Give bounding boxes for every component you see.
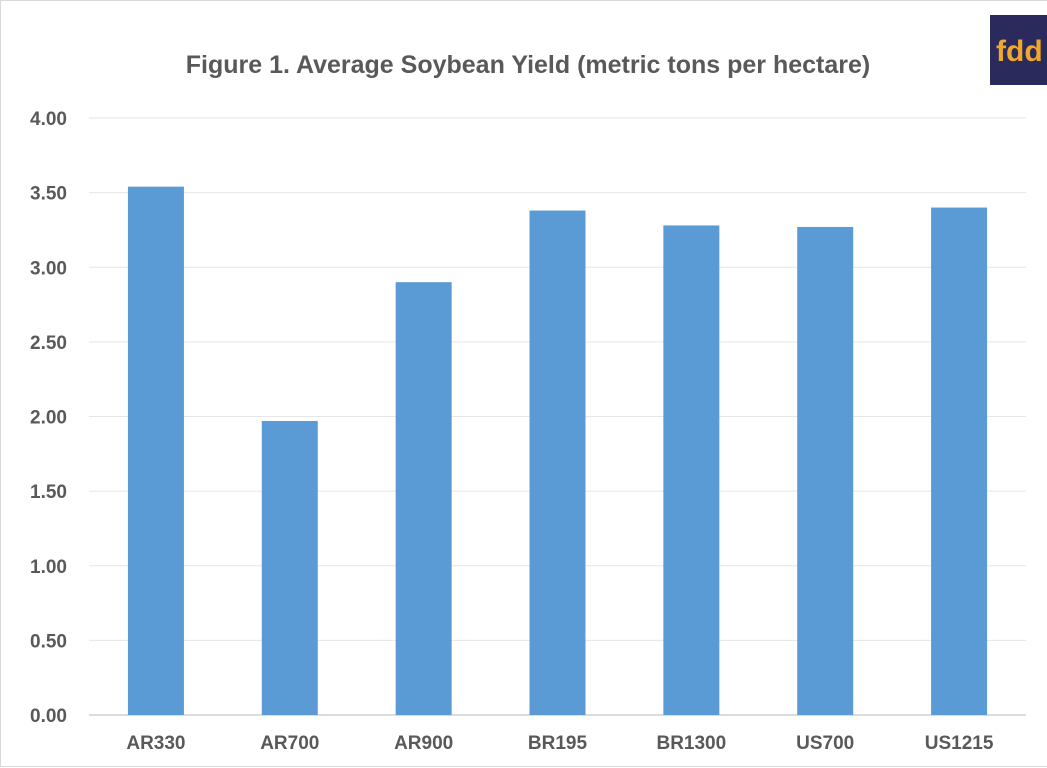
x-category-label: US700: [796, 733, 854, 754]
bar-ar700: [262, 421, 318, 715]
bar-br195: [530, 211, 586, 715]
y-tick-label: 3.00: [30, 258, 67, 279]
x-category-label: BR1300: [656, 733, 726, 754]
x-axis-categories: AR330 AR700 AR900 BR195 BR1300 US700 US1215: [126, 733, 993, 754]
bar-us700: [797, 227, 853, 715]
y-tick-label: 2.00: [30, 408, 67, 429]
bar-br1300: [663, 225, 719, 715]
y-tick-label: 0.00: [30, 706, 67, 727]
x-category-label: AR900: [394, 733, 453, 754]
y-tick-label: 0.50: [30, 631, 67, 652]
x-category-label: BR195: [528, 733, 588, 754]
bar-ar900: [396, 282, 452, 715]
bar-ar330: [128, 187, 184, 715]
y-tick-label: 4.00: [30, 109, 67, 130]
y-tick-label: 3.50: [30, 184, 67, 205]
logo-text: fdd: [996, 35, 1043, 68]
chart-title: Figure 1. Average Soybean Yield (metric …: [186, 51, 871, 79]
y-axis-ticks: 0.00 0.50 1.00 1.50 2.00 2.50 3.00 3.50 4.00: [30, 109, 67, 727]
fdd-logo: fdd: [990, 15, 1047, 85]
x-category-label: AR700: [260, 733, 319, 754]
x-category-label: US1215: [925, 733, 994, 754]
x-category-label: AR330: [126, 733, 185, 754]
y-tick-label: 2.50: [30, 333, 67, 354]
bars: [128, 187, 987, 715]
bar-us1215: [931, 208, 987, 715]
y-tick-label: 1.00: [30, 557, 67, 578]
y-tick-label: 1.50: [30, 482, 67, 503]
